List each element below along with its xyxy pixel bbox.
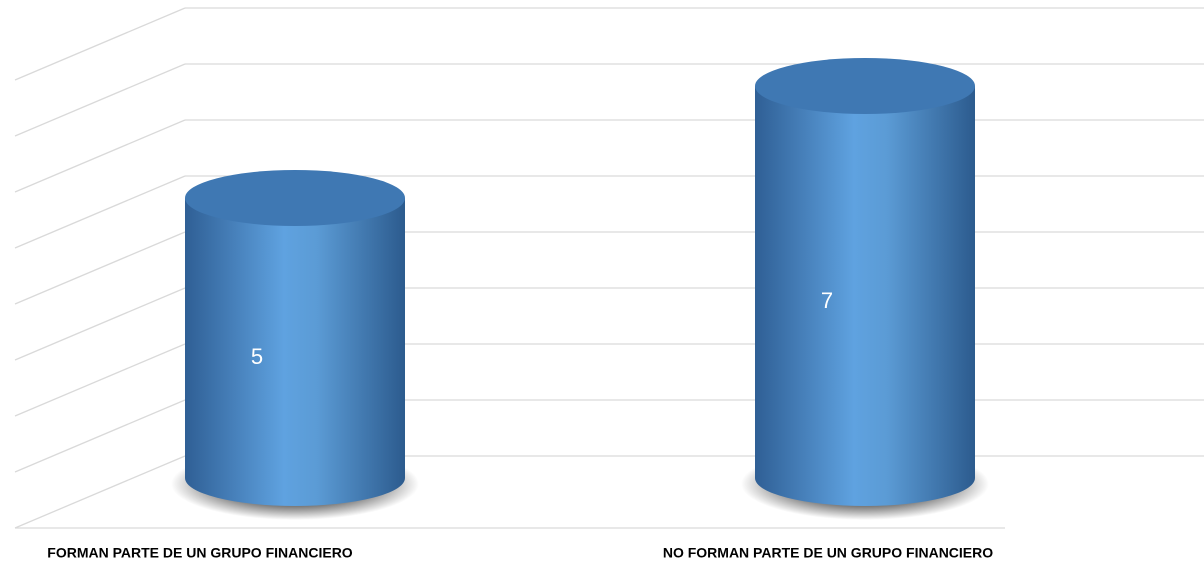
grid-line-side <box>14 231 186 305</box>
grid-line-side <box>14 343 186 417</box>
grid-line-side <box>14 63 186 137</box>
value-label: 7 <box>821 288 833 313</box>
value-label: 5 <box>251 344 263 369</box>
x-tick-label: FORMAN PARTE DE UN GRUPO FINANCIERO <box>47 545 353 561</box>
grid-line-side <box>14 399 186 473</box>
cylinder-top <box>755 58 975 114</box>
x-tick-label: NO FORMAN PARTE DE UN GRUPO FINANCIERO <box>663 545 993 561</box>
cylinder-top <box>185 170 405 226</box>
grid-line-side <box>14 455 186 529</box>
grid-line-side <box>14 119 186 193</box>
grid-line-side <box>14 7 186 81</box>
grid-line-side <box>14 287 186 361</box>
grid-line-side <box>14 175 186 249</box>
cylinder <box>755 86 975 506</box>
cylinder <box>185 198 405 506</box>
